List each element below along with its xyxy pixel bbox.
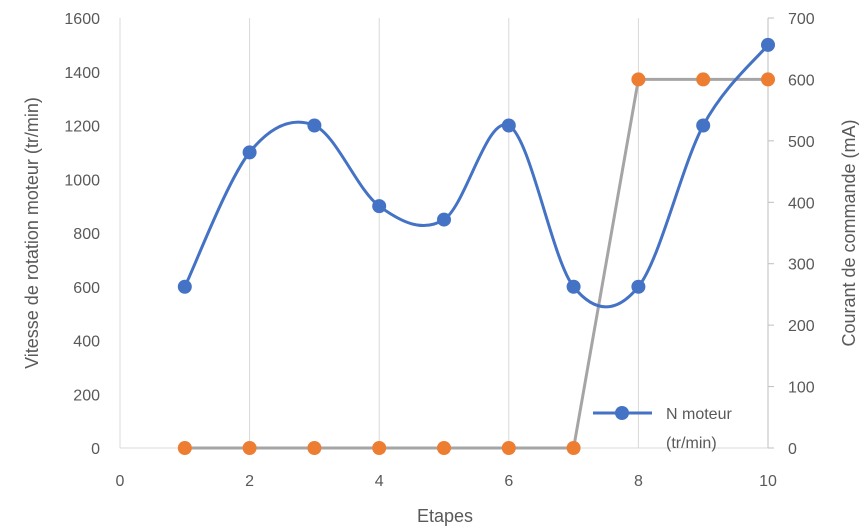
legend-marker-swatch [615,406,629,420]
courant-point [242,441,257,455]
y-right-tick-label: 700 [788,11,815,28]
y-right-tick-label: 400 [788,195,815,212]
n-moteur-point [437,212,451,227]
courant-point [761,72,775,87]
x-tick-label: 2 [245,473,254,490]
courant-point [696,72,711,87]
series-points [177,37,775,455]
y-right-tick-label: 500 [788,134,815,151]
axes [120,17,774,449]
y-axis-right-title: Courant de commande (mA) [839,119,859,346]
y-right-tick-label: 600 [788,72,815,89]
x-axis-title: Etapes [417,506,473,526]
y-left-tick-label: 600 [73,280,100,297]
y-left-tick-label: 800 [73,226,100,243]
y-left-tick-label: 1200 [64,119,100,136]
x-tick-label: 0 [116,473,125,490]
n-moteur-point [696,118,711,133]
series-courant-line [184,77,768,450]
n-moteur-point [761,37,775,52]
y-right-tick-label: 0 [788,441,797,458]
x-tick-label: 8 [634,473,643,490]
courant-point [372,441,387,455]
y-left-tick-label: 200 [73,387,100,404]
n-moteur-point [631,279,646,294]
courant-point [566,441,581,455]
y-left-tick-label: 1400 [64,65,100,82]
y-right-tick-label: 100 [788,380,815,397]
n-moteur-point [566,279,581,294]
series-lines [183,43,770,450]
x-tick-label: 6 [504,473,513,490]
gridlines [119,18,769,448]
y-right-tick-label: 300 [788,257,815,274]
courant-point [437,441,451,455]
courant-point [177,441,192,455]
x-tick-label: 10 [759,473,777,490]
courant-point [501,441,516,455]
n-moteur-point [372,199,387,214]
y-left-tick-label: 0 [91,441,100,458]
x-tick-label: 4 [375,473,384,490]
y-left-tick-label: 400 [73,334,100,351]
tick-labels: 0 2 4 6 8 10020040060080010001200140016000100… [64,11,814,490]
n-moteur-point [242,145,257,160]
n-moteur-point [177,279,192,294]
y-right-tick-label: 200 [788,318,815,335]
n-moteur-point [501,118,516,133]
y-axis-left-title: Vitesse de rotation moteur (tr/min) [22,97,42,369]
n-moteur-point [307,118,322,133]
y-left-tick-label: 1000 [64,172,100,189]
legend-label-line2: (tr/min) [666,435,717,452]
courant-point [307,441,322,455]
legend-label-line1: N moteur [666,406,732,423]
series-n-moteur-line [183,43,770,309]
courant-point [631,72,646,87]
y-left-tick-label: 1600 [64,11,100,28]
legend: N moteur (tr/min) [593,406,732,452]
